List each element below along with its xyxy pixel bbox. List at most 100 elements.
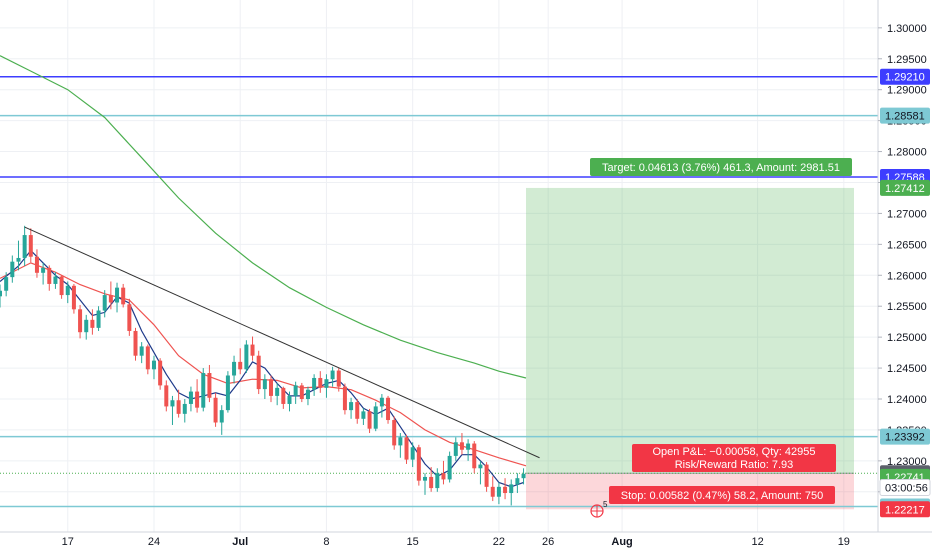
rr-label: Risk/Reward Ratio: 7.93 bbox=[675, 459, 794, 471]
event-count: 5 bbox=[603, 500, 608, 509]
candle-body bbox=[324, 379, 329, 388]
candle-body bbox=[84, 319, 89, 333]
x-tick-label: 19 bbox=[838, 536, 850, 548]
price-tag-box bbox=[880, 501, 930, 518]
candle-body bbox=[201, 373, 206, 408]
candle-body bbox=[367, 411, 372, 429]
y-tick-label: 1.28000 bbox=[887, 147, 927, 159]
candle-body bbox=[108, 295, 113, 303]
candle-body bbox=[34, 256, 39, 273]
candle-body bbox=[386, 397, 391, 421]
candle-body bbox=[238, 361, 243, 370]
candle-body bbox=[349, 402, 354, 411]
candle-body bbox=[379, 397, 384, 407]
target-label: Target: 0.04613 (3.76%) 461.3, Amount: 2… bbox=[602, 162, 840, 174]
candle-body bbox=[164, 385, 169, 407]
x-tick-label: 12 bbox=[751, 536, 763, 548]
y-tick-label: 1.29000 bbox=[887, 85, 927, 97]
pl-label: Open P&L: −0.00058, Qty: 42955 bbox=[653, 446, 816, 458]
candle-body bbox=[78, 309, 83, 333]
candle-body bbox=[293, 385, 298, 396]
candle-body bbox=[318, 377, 323, 388]
candle-body bbox=[404, 437, 409, 460]
candle-body bbox=[121, 287, 126, 305]
candle-body bbox=[330, 370, 335, 380]
candle-body bbox=[398, 437, 403, 446]
candle-body bbox=[195, 391, 200, 408]
candle-body bbox=[176, 400, 181, 414]
candle-body bbox=[90, 319, 95, 328]
candle-body bbox=[484, 464, 489, 487]
price-tag-label: 1.29210 bbox=[885, 72, 925, 84]
ma-mid-line bbox=[0, 262, 527, 467]
candle-body bbox=[453, 442, 458, 456]
price-tag-label: 1.22217 bbox=[885, 504, 925, 516]
pl-label-box bbox=[632, 444, 836, 472]
y-tick-label: 1.26500 bbox=[887, 239, 927, 251]
x-tick-label: 8 bbox=[323, 536, 329, 548]
candle-body bbox=[490, 486, 495, 497]
candle-body bbox=[256, 355, 261, 390]
y-tick-label: 1.26000 bbox=[887, 270, 927, 282]
price-tag-label: 1.23392 bbox=[885, 432, 925, 444]
y-tick-label: 1.25500 bbox=[887, 301, 927, 313]
candle-body bbox=[287, 395, 292, 404]
candle-body bbox=[47, 267, 52, 284]
y-tick-label: 1.30000 bbox=[887, 23, 927, 35]
candle-body bbox=[472, 443, 477, 469]
candle-body bbox=[115, 287, 120, 303]
x-tick-label: Jul bbox=[232, 536, 248, 548]
candle-body bbox=[188, 391, 193, 404]
candle-body bbox=[139, 346, 144, 356]
candle-body bbox=[281, 387, 286, 404]
candle-body bbox=[22, 235, 27, 258]
trendline[interactable] bbox=[24, 226, 540, 459]
candle-body bbox=[207, 373, 212, 398]
candle-body bbox=[133, 330, 138, 356]
candle-body bbox=[275, 387, 280, 396]
candle-body bbox=[10, 261, 15, 278]
candle-body bbox=[170, 400, 175, 407]
candle-body bbox=[521, 473, 526, 479]
price-tags: 1.292101.285811.275881.274121.233921.227… bbox=[879, 68, 931, 518]
candle-body bbox=[213, 397, 218, 423]
candle-body bbox=[145, 346, 150, 370]
y-tick-label: 1.27000 bbox=[887, 208, 927, 220]
candle-body bbox=[269, 379, 274, 396]
candles bbox=[0, 225, 526, 506]
candle-body bbox=[410, 447, 415, 460]
events-badge[interactable]: 5 bbox=[590, 500, 608, 518]
candle-body bbox=[478, 464, 483, 469]
candle-body bbox=[416, 447, 421, 481]
candle-body bbox=[305, 389, 310, 399]
candle-body bbox=[219, 410, 224, 423]
candle-body bbox=[102, 295, 107, 311]
ma-slow-line bbox=[0, 55, 527, 379]
candle-body bbox=[336, 370, 341, 387]
ma-fast-line bbox=[0, 249, 524, 488]
candle-body bbox=[59, 276, 64, 296]
time-axis[interactable]: 17 24 Jul 8 15 22 26 Aug 12 19 bbox=[0, 531, 932, 548]
candle-body bbox=[225, 375, 230, 411]
candle-body bbox=[342, 386, 347, 411]
price-tag-box bbox=[879, 478, 931, 496]
candle-body bbox=[262, 379, 267, 390]
position-labels: Target: 0.04613 (3.76%) 461.3, Amount: 2… bbox=[590, 158, 852, 504]
candle-body bbox=[182, 403, 187, 414]
y-tick-label: 1.23000 bbox=[887, 456, 927, 468]
candle-body bbox=[503, 486, 508, 494]
candle-body bbox=[127, 304, 132, 331]
candle-body bbox=[509, 484, 514, 494]
candle-body bbox=[250, 344, 255, 356]
candle-body bbox=[496, 486, 501, 497]
x-tick-label: 24 bbox=[148, 536, 160, 548]
price-tag-box bbox=[880, 107, 930, 124]
candle-body bbox=[53, 276, 58, 284]
candle-body bbox=[429, 476, 434, 489]
candle-body bbox=[244, 344, 249, 370]
price-axis[interactable]: 1.300001.295001.290001.285001.280001.275… bbox=[877, 0, 927, 532]
candle-body bbox=[441, 473, 446, 480]
price-tag-box bbox=[880, 68, 930, 85]
price-tag-label: 1.28581 bbox=[885, 111, 925, 123]
